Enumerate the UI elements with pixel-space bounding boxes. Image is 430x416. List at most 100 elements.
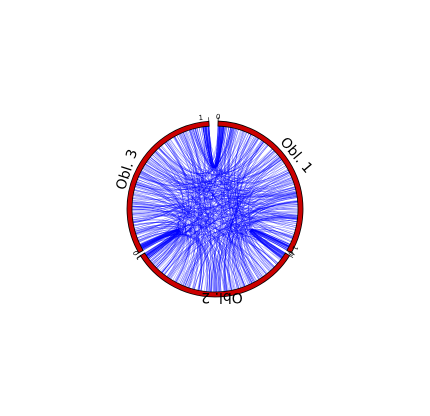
link-obl3-obl1 (141, 186, 295, 248)
sectors-layer (126, 117, 304, 298)
sector-tick-obl1-end (291, 252, 295, 256)
link-obl3-obl1 (141, 128, 238, 248)
tick-label-obl1-start: 0 (216, 113, 221, 121)
link-obl1-obl2 (236, 217, 298, 287)
link-obl3-obl1 (208, 126, 298, 216)
link-obl1-obl2 (249, 221, 297, 267)
link-obl2-obl3 (174, 136, 255, 283)
link-obl3-obl1 (138, 127, 230, 243)
link-obl2-obl3 (133, 193, 264, 277)
link-obl3-obl1 (150, 157, 292, 190)
link-obl1-obl2 (229, 144, 268, 290)
link-obl1-obl2 (228, 192, 297, 291)
link-obl1-obl2 (245, 217, 298, 277)
link-obl3-obl1 (137, 151, 275, 238)
link-obl1-obl2 (179, 201, 298, 285)
link-obl1-obl2 (215, 195, 297, 293)
link-obl3-obl1 (139, 211, 298, 244)
link-obl2-obl3 (175, 129, 200, 283)
link-obl2-obl3 (135, 185, 179, 260)
link-obl2-obl3 (207, 126, 216, 293)
link-obl3-obl1 (148, 157, 281, 184)
link-obl1-obl2 (167, 216, 298, 278)
sector-tick-obl2-start (289, 255, 294, 259)
link-obl3-obl1 (132, 211, 297, 225)
link-obl3-obl1 (137, 154, 278, 190)
link-obl3-obl1 (133, 157, 280, 223)
link-obl2-obl3 (137, 229, 258, 281)
sector-tick-obl2-end (136, 255, 141, 259)
link-obl1-obl2 (182, 134, 251, 286)
link-obl3-obl1 (132, 126, 226, 200)
link-obl3-obl1 (179, 133, 292, 243)
link-obl3-obl1 (154, 152, 290, 247)
link-obl3-obl1 (132, 204, 298, 217)
link-obl2-obl3 (132, 215, 179, 261)
link-obl3-obl1 (132, 198, 296, 228)
link-obl2-obl3 (139, 233, 217, 292)
link-obl2-obl3 (183, 131, 200, 286)
sector-band-obl2 (139, 252, 291, 298)
link-obl3-obl1 (140, 154, 278, 188)
link-obl3-obl1 (194, 128, 298, 221)
link-obl3-obl1 (147, 160, 295, 235)
link-obl2-obl3 (133, 219, 183, 273)
link-obl1-obl2 (214, 172, 290, 293)
link-obl2-obl3 (133, 194, 281, 260)
link-obl3-obl1 (160, 127, 231, 174)
link-obl2-obl3 (138, 227, 285, 255)
link-obl1-obl2 (243, 212, 298, 280)
link-obl2-obl3 (135, 225, 285, 256)
link-obl3-obl1 (138, 126, 224, 186)
link-obl1-obl2 (161, 224, 296, 273)
link-obl3-obl1 (143, 166, 298, 200)
link-obl3-obl1 (146, 127, 233, 180)
link-obl3-obl1 (135, 133, 250, 191)
sector-band-obl1 (217, 120, 304, 254)
link-obl3-obl1 (187, 130, 293, 239)
tick-label-obl3-end: 1 (198, 114, 203, 122)
link-obl3-obl1 (172, 137, 291, 245)
link-obl1-obl2 (224, 159, 282, 292)
link-obl2-obl3 (134, 187, 242, 288)
link-obl2-obl3 (140, 171, 203, 291)
link-obl2-obl3 (140, 234, 213, 292)
link-obl3-obl1 (149, 151, 275, 183)
link-obl2-obl3 (153, 132, 195, 265)
link-obl3-obl1 (203, 126, 256, 171)
sector-band-obl3 (126, 120, 210, 254)
link-obl3-obl1 (134, 144, 268, 229)
link-obl3-obl1 (196, 128, 273, 175)
link-obl1-obl2 (216, 236, 288, 292)
link-obl2-obl3 (134, 225, 190, 284)
link-obl1-obl2 (210, 205, 298, 292)
link-obl3-obl1 (135, 159, 282, 193)
link-obl3-obl1 (141, 140, 262, 185)
link-obl3-obl1 (132, 209, 291, 245)
link-obl3-obl1 (137, 172, 290, 239)
tick-label-obl2-start: 0 (286, 249, 295, 257)
link-obl3-obl1 (197, 127, 264, 173)
link-obl3-obl1 (137, 179, 298, 206)
link-obl2-obl3 (136, 180, 260, 280)
link-obl2-obl3 (134, 189, 285, 254)
link-obl2-obl3 (141, 170, 199, 290)
link-obl2-obl3 (141, 231, 279, 264)
link-obl3-obl1 (138, 130, 242, 241)
link-obl2-obl3 (148, 159, 277, 265)
link-obl3-obl1 (142, 168, 298, 204)
link-obl3-obl1 (200, 127, 299, 210)
sector-tick-obl3-start (135, 252, 139, 256)
link-obl3-obl1 (170, 138, 265, 175)
link-obl3-obl1 (134, 179, 293, 229)
link-obl3-obl1 (164, 143, 292, 242)
link-obl3-obl1 (134, 196, 298, 231)
link-obl3-obl1 (132, 203, 293, 239)
link-obl3-obl1 (132, 126, 219, 215)
link-obl3-obl1 (135, 134, 251, 191)
link-obl1-obl2 (210, 138, 260, 292)
link-obl3-obl1 (140, 135, 254, 185)
link-obl3-obl1 (165, 142, 297, 197)
link-obl3-obl1 (132, 158, 281, 209)
